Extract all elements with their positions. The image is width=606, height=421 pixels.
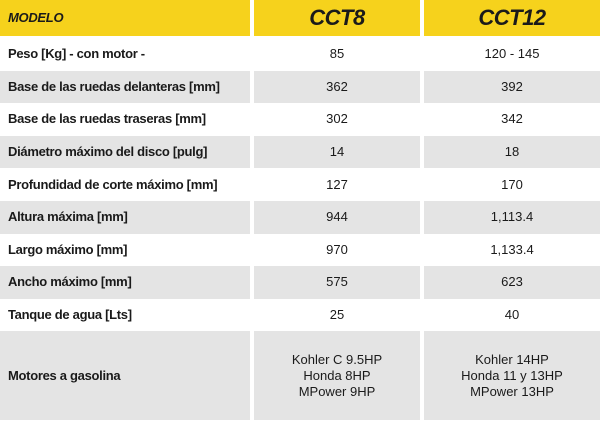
- label-cell: Ancho máximo [mm]: [0, 266, 250, 299]
- table-row: Profundidad de corte máximo [mm] 127 170: [0, 168, 600, 201]
- value-cell: 120 - 145: [484, 46, 540, 62]
- cell-line: MPower 9HP: [298, 383, 376, 399]
- value-cell: 970: [326, 241, 348, 257]
- cell-line: Kohler C 9.5HP: [291, 351, 383, 367]
- table-row: Tanque de agua [Lts] 25 40: [0, 299, 600, 332]
- table-row: Altura máxima [mm] 944 1,113.4: [0, 200, 600, 234]
- header-cell: MODELO: [0, 0, 250, 36]
- value-cell: 85: [329, 46, 345, 62]
- value-cell: 392: [424, 70, 600, 104]
- cell-lines: Kohler C 9.5HP Honda 8HP MPower 9HP: [292, 352, 382, 400]
- value-cell: 1,133.4: [490, 241, 534, 257]
- cell-line: Honda 8HP: [303, 367, 371, 383]
- label-cell: Largo máximo [mm]: [8, 241, 128, 257]
- table-row: Base de las ruedas traseras [mm] 302 342: [0, 103, 600, 136]
- table-row: Diámetro máximo del disco [pulg] 14 18: [0, 135, 600, 169]
- value-cell: 302: [326, 111, 348, 127]
- cell-line: Honda 11 y 13HP: [461, 367, 563, 383]
- label-cell: Tanque de agua [Lts]: [8, 307, 132, 323]
- table-row: Ancho máximo [mm] 575 623: [0, 266, 600, 299]
- value-cell: 944: [254, 200, 420, 234]
- value-cell: 170: [501, 176, 523, 192]
- value-cell: 342: [501, 111, 523, 127]
- value-cell: Kohler C 9.5HP Honda 8HP MPower 9HP: [254, 331, 420, 421]
- value-cell: 25: [329, 307, 345, 323]
- header-row: MODELO CCT8 CCT12: [0, 0, 600, 36]
- table-row: Motores a gasolina Kohler C 9.5HP Honda 8H…: [0, 331, 600, 421]
- cell-line: Kohler 14HP: [475, 351, 549, 367]
- label-cell: Peso [Kg] - con motor -: [8, 46, 145, 62]
- table-row: Largo máximo [mm] 970 1,133.4: [0, 234, 600, 267]
- value-cell: 127: [326, 176, 348, 192]
- label-cell: Base de las ruedas traseras [mm]: [8, 111, 206, 127]
- cell-line: MPower 13HP: [470, 383, 554, 399]
- label-cell: Base de las ruedas delanteras [mm]: [0, 70, 250, 104]
- label-cell: Diámetro máximo del disco [pulg]: [0, 135, 250, 169]
- value-cell: Kohler 14HP Honda 11 y 13HP MPower 13HP: [424, 331, 600, 421]
- label-cell: Motores a gasolina: [0, 331, 250, 421]
- table-row: Base de las ruedas delanteras [mm] 362 392: [0, 70, 600, 104]
- header-cell: CCT12: [424, 0, 600, 36]
- value-cell: 14: [254, 135, 420, 169]
- value-cell: 18: [424, 135, 600, 169]
- value-cell: 575: [254, 266, 420, 299]
- label-cell: Altura máxima [mm]: [0, 200, 250, 234]
- value-cell: 623: [424, 266, 600, 299]
- value-cell: 1,113.4: [424, 200, 600, 234]
- table-row: Peso [Kg] - con motor - 85 120 - 145: [0, 38, 600, 71]
- label-cell: Profundidad de corte máximo [mm]: [8, 176, 218, 192]
- header-cell: CCT8: [254, 0, 420, 36]
- value-cell: 362: [254, 70, 420, 104]
- value-cell: 40: [504, 307, 520, 323]
- cell-lines: Kohler 14HP Honda 11 y 13HP MPower 13HP: [461, 352, 563, 400]
